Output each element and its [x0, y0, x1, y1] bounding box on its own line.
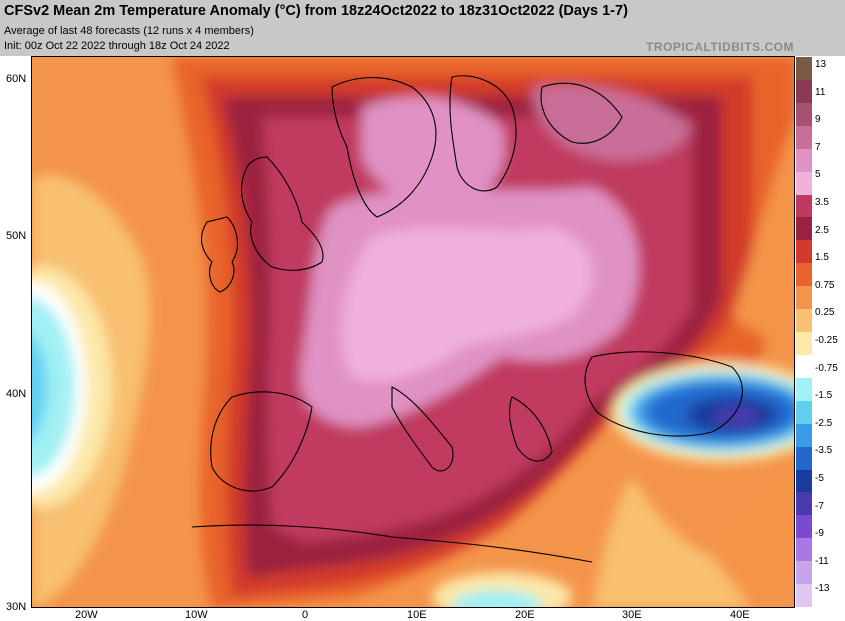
colorbar-tick-label: -11: [815, 555, 829, 567]
colorbar-tick-label: 2.5: [815, 224, 829, 236]
colorbar-swatch: [796, 584, 812, 608]
colorbar-swatch: [796, 194, 812, 218]
lon-label-40e: 40E: [730, 609, 750, 621]
colorbar-swatch: [796, 79, 812, 104]
lat-label-60n: 60N: [6, 73, 27, 85]
lon-label-10w: 10W: [185, 609, 208, 621]
lon-label-30e: 30E: [622, 609, 642, 621]
lat-label-50n: 50N: [6, 230, 27, 242]
colorbar-swatch: [796, 492, 812, 516]
lon-label-10e: 10E: [407, 609, 427, 621]
iberia-outline: [210, 391, 313, 492]
great-britain-outline: [241, 156, 324, 271]
colorbar-tick-label: -9: [815, 528, 824, 540]
map-svg: [32, 57, 794, 607]
subtitle-forecast-average: Average of last 48 forecasts (12 runs x …: [4, 25, 254, 37]
colorbar-swatch: [796, 57, 812, 81]
colorbar-tick-label: 7: [815, 141, 821, 153]
colorbar-swatch: [796, 538, 812, 562]
black-sea-outline: [584, 351, 743, 437]
colorbar-swatch: [796, 515, 812, 539]
colorbar-tick-label: -13: [815, 583, 830, 595]
north-africa-coast: [191, 524, 593, 563]
colorbar-swatch: [796, 217, 812, 241]
lon-label-20e: 20E: [515, 609, 535, 621]
colorbar-tick-label: 11: [815, 86, 826, 98]
greece-outline: [508, 396, 553, 462]
colorbar-swatch: [796, 240, 812, 264]
colorbar-swatch: [796, 102, 812, 127]
colorbar-swatch: [796, 332, 812, 356]
colorbar-tick-label: 1.5: [815, 252, 829, 264]
lon-label-20w: 20W: [75, 609, 98, 621]
coastlines: [191, 75, 743, 563]
colorbar-tick-label: 9: [815, 114, 821, 126]
colorbar-swatch: [796, 561, 812, 585]
colorbar-swatch: [796, 354, 812, 379]
colorbar-swatch: [796, 286, 812, 310]
colorbar-swatch: [796, 423, 812, 448]
sweden-outline: [449, 75, 517, 192]
colorbar-tick-label: 0.25: [815, 307, 835, 319]
colorbar: [796, 57, 812, 608]
colorbar-tick-label: -7: [815, 500, 824, 512]
colorbar-tick-label: -0.75: [815, 362, 838, 374]
finland-outline: [540, 82, 623, 144]
lat-label-40n: 40N: [6, 388, 27, 400]
colorbar-tick-label: -0.25: [815, 335, 838, 346]
colorbar-tick-label: -5: [815, 473, 824, 484]
page-title: CFSv2 Mean 2m Temperature Anomaly (°C) f…: [4, 3, 628, 19]
header-bar: CFSv2 Mean 2m Temperature Anomaly (°C) f…: [0, 0, 845, 56]
colorbar-tick-label: 0.75: [815, 279, 835, 291]
colorbar-tick-label: 13: [815, 59, 827, 70]
anomaly-field: [32, 57, 794, 607]
brand-watermark: TROPICALTIDBITS.COM: [646, 40, 794, 54]
colorbar-swatch: [796, 309, 812, 333]
colorbar-swatch: [796, 469, 812, 493]
colorbar-tick-label: 5: [815, 169, 821, 181]
norway-outline: [331, 77, 437, 218]
italy-outline: [391, 386, 454, 472]
colorbar-swatch: [796, 263, 812, 287]
colorbar-swatch: [796, 377, 812, 402]
temperature-anomaly-map: [31, 56, 795, 608]
subtitle-init-time: Init: 00z Oct 22 2022 through 18z Oct 24…: [4, 40, 230, 52]
lon-label-0: 0: [302, 609, 309, 621]
colorbar-tick-label: 3.5: [815, 197, 829, 208]
colorbar-tick-label: -1.5: [815, 390, 833, 402]
colorbar-tick-label: -2.5: [815, 417, 833, 429]
colorbar-swatch: [796, 148, 812, 173]
lat-label-30n: 30N: [6, 601, 27, 613]
colorbar-swatch: [796, 400, 812, 425]
colorbar-swatch: [796, 171, 812, 195]
colorbar-tick-label: -3.5: [815, 445, 833, 457]
ireland-outline: [201, 216, 238, 293]
colorbar-swatch: [796, 446, 812, 470]
colorbar-swatch: [796, 125, 812, 150]
